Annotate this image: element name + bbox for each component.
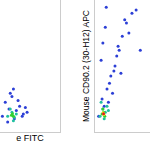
- svg-text:e FITC: e FITC: [16, 133, 44, 143]
- svg-text:Mouse CD90.2 (30-H12) APC: Mouse CD90.2 (30-H12) APC: [81, 10, 91, 122]
